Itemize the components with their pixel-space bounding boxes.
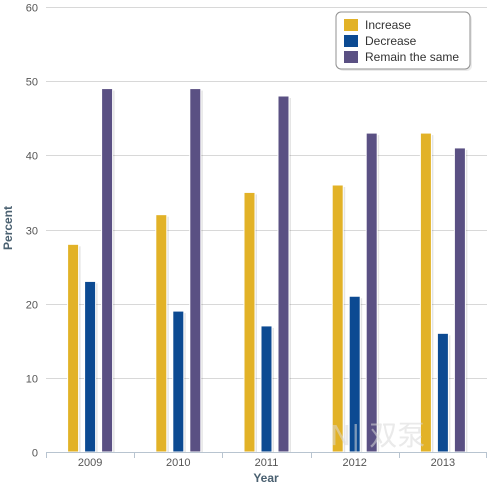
legend-swatch	[344, 19, 358, 31]
watermark: N| 双泵	[330, 419, 425, 452]
bar-remain-the-same[interactable]	[101, 88, 114, 453]
legend-box	[335, 11, 471, 70]
x-tick-label: 2013	[431, 457, 455, 469]
legend-label[interactable]: Increase	[365, 18, 411, 32]
x-tick-label: 2009	[78, 457, 102, 469]
bar-remain-the-same[interactable]	[453, 147, 466, 453]
bar-decrease[interactable]	[436, 332, 449, 453]
y-tick-label: 20	[26, 300, 38, 312]
x-tick-label: 2010	[166, 457, 190, 469]
y-tick-label: 0	[32, 448, 38, 460]
bar-increase[interactable]	[331, 184, 344, 453]
y-tick-label: 50	[26, 77, 38, 89]
bar-increase[interactable]	[243, 191, 256, 453]
x-tick-label: 2011	[255, 457, 279, 469]
bars	[67, 88, 468, 453]
y-axis-title: Percent	[1, 206, 15, 250]
legend-swatch	[344, 35, 358, 47]
y-tick-label: 40	[26, 151, 38, 163]
y-tick-label: 10	[26, 374, 38, 386]
y-tick-label: 30	[26, 226, 38, 238]
legend-label[interactable]: Remain the same	[365, 50, 459, 64]
x-tick-label: 2012	[342, 457, 366, 469]
bar-increase[interactable]	[67, 243, 80, 453]
x-axis-title: Year	[253, 471, 279, 485]
legend-swatch	[344, 51, 358, 63]
bar-increase[interactable]	[419, 132, 432, 453]
bar-remain-the-same[interactable]	[365, 132, 378, 453]
legend-label[interactable]: Decrease	[365, 34, 417, 48]
bar-increase[interactable]	[155, 214, 168, 453]
gridlines	[46, 7, 487, 379]
y-tick-label: 60	[26, 3, 38, 15]
bar-decrease[interactable]	[172, 310, 185, 453]
axes: 0 10 20 30 40 50 60 2009 2010 2011 2012 2013	[26, 3, 487, 469]
legend[interactable]: Increase Decrease Remain the same	[335, 11, 472, 71]
bar-decrease[interactable]	[260, 325, 273, 453]
bar-remain-the-same[interactable]	[277, 95, 290, 453]
bar-decrease[interactable]	[84, 280, 97, 453]
bar-remain-the-same[interactable]	[189, 88, 202, 453]
